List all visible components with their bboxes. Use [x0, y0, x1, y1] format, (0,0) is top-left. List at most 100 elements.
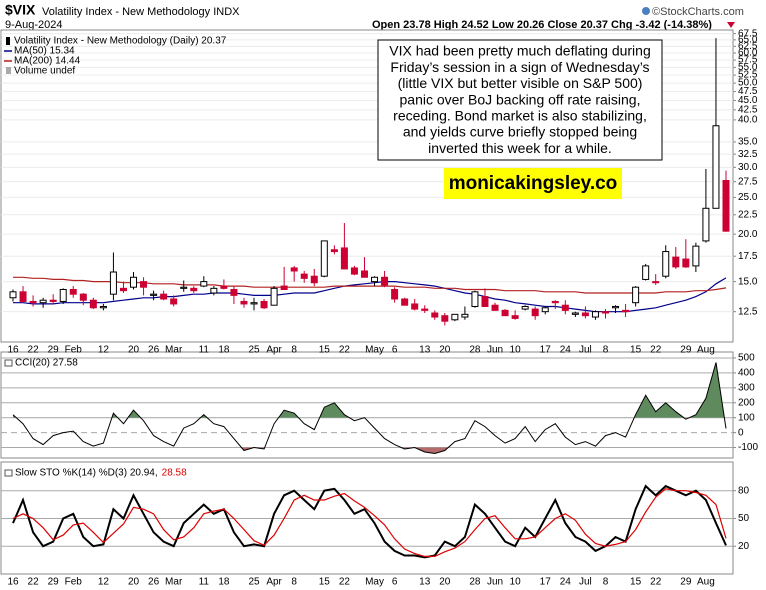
- indicator-line: [12, 484, 727, 559]
- x-tick-label: 13: [419, 577, 431, 588]
- indicator-fill: [13, 362, 726, 418]
- candle-body: [381, 276, 389, 286]
- candle-body: [591, 311, 599, 318]
- x-tick-label: 6: [392, 345, 398, 356]
- x-tick-label: 29: [680, 577, 692, 588]
- candle-body: [712, 125, 720, 209]
- symbol: $VIX: [5, 2, 36, 18]
- x-tick-label: 20: [128, 345, 140, 356]
- candle-body: [130, 276, 138, 288]
- candle-body: [692, 245, 700, 267]
- x-tick-label: 20: [128, 577, 140, 588]
- candle-body: [672, 256, 680, 268]
- x-tick-label: 25: [248, 577, 260, 588]
- x-tick-label: Aug: [697, 345, 715, 356]
- plot-area: [12, 484, 727, 559]
- candle-body: [250, 302, 258, 305]
- y-tick-label: 20.0: [738, 229, 758, 240]
- y-tick-label: 60.0: [738, 48, 758, 59]
- x-tick-label: 22: [339, 577, 351, 588]
- y-tick-label: 62.5: [738, 41, 758, 52]
- candle-body: [662, 251, 670, 277]
- x-tick-label: 12: [98, 345, 110, 356]
- candle-body: [340, 247, 348, 270]
- legend-icon: [6, 37, 10, 45]
- x-tick-label: 13: [419, 345, 431, 356]
- candle-body: [481, 296, 489, 307]
- y-tick-label: 22.5: [738, 209, 758, 220]
- indicator-line: [12, 488, 727, 557]
- candle-body: [109, 271, 117, 295]
- y-tick-label: 65.0: [738, 34, 758, 45]
- y-tick-label: 0: [738, 427, 744, 438]
- indicator-line: [12, 362, 727, 455]
- x-tick-label: 28: [469, 345, 481, 356]
- annotation: VIX had been pretty much deflating durin…: [377, 39, 663, 161]
- x-tick-label: 26: [148, 577, 160, 588]
- symbol-name: Volatility Index - New Methodology INDX: [42, 6, 240, 18]
- candle-body: [39, 299, 47, 304]
- x-tick-label: 15: [319, 345, 331, 356]
- x-tick-label: Jun: [487, 345, 503, 356]
- candle-body: [350, 267, 358, 275]
- y-tick-label: 100: [738, 412, 755, 423]
- x-tick-label: 22: [650, 577, 662, 588]
- y-tick-label: 67.5: [738, 28, 758, 39]
- candle-body: [431, 312, 439, 318]
- candle-body: [652, 281, 660, 284]
- candle-body: [401, 298, 409, 306]
- legend-title: Volatility Index - New Methodology (Dail…: [14, 36, 227, 47]
- candle-body: [280, 285, 288, 290]
- y-tick-label: 500: [738, 353, 755, 364]
- candle-body: [29, 300, 37, 304]
- candle-body: [300, 273, 308, 279]
- plot-area: [9, 38, 730, 326]
- y-tick-label: 30.0: [738, 162, 758, 173]
- candle-body: [320, 240, 328, 277]
- x-tick-label: 24: [560, 577, 572, 588]
- candle-body: [190, 287, 198, 292]
- x-tick-label: 11: [199, 577, 210, 588]
- candle-body: [722, 179, 730, 232]
- y-tick-label: 52.5: [738, 70, 758, 81]
- y-tick-label: 45.0: [738, 95, 758, 106]
- x-tick-label: Apr: [266, 345, 282, 356]
- candle-body: [421, 308, 429, 311]
- annotation-line: and yields curve briefly stopped being: [403, 124, 637, 140]
- x-tick-label: May: [365, 577, 384, 588]
- y-tick-label: -100: [738, 442, 758, 453]
- candle-body: [471, 291, 479, 307]
- candle-body: [240, 300, 248, 305]
- x-tick-label: 20: [439, 577, 451, 588]
- date: 9-Aug-2024: [5, 19, 63, 31]
- candle-body: [682, 258, 690, 268]
- candle-body: [270, 287, 278, 306]
- panel-border: [0, 351, 734, 459]
- candle-body: [451, 313, 459, 321]
- candle-body: [551, 300, 559, 304]
- x-tick-label: 15: [630, 577, 642, 588]
- logo-icon: [642, 7, 650, 15]
- x-tick-label: 17: [540, 577, 552, 588]
- candle-body: [391, 288, 399, 300]
- candle-body: [581, 312, 589, 317]
- annotation-line: (little VIX but better visible on S&P 50…: [398, 75, 643, 91]
- y-tick-label: 40.0: [738, 115, 758, 126]
- legend-icon: [4, 469, 13, 477]
- x-tick-label: 8: [603, 345, 609, 356]
- x-tick-label: 8: [291, 577, 297, 588]
- x-tick-label: 28: [469, 577, 481, 588]
- y-tick-label: 50.0: [738, 78, 758, 89]
- x-tick-label: 18: [218, 577, 230, 588]
- candle-body: [521, 305, 529, 310]
- legend-label: MA(200) 14.44: [14, 56, 81, 67]
- x-tick-label: 22: [28, 577, 40, 588]
- candle-body: [290, 267, 298, 272]
- x-tick-label: 29: [48, 345, 60, 356]
- y-tick-label: 50: [738, 513, 750, 524]
- x-tick-label: 29: [680, 345, 692, 356]
- x-tick-label: 10: [510, 345, 522, 356]
- y-tick-label: 12.5: [738, 306, 758, 317]
- copyright: ©StockCharts.com: [652, 6, 744, 18]
- x-tick-label: Mar: [165, 345, 183, 356]
